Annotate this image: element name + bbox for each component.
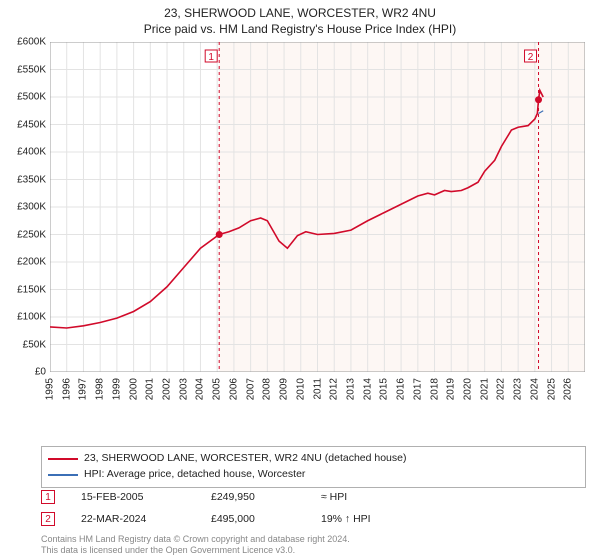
x-tick-label: 2022 [496,378,507,400]
x-tick-label: 2010 [295,378,306,400]
x-tick-label: 2007 [245,378,256,400]
legend-swatch [48,458,78,460]
x-tick-label: 2005 [212,378,223,400]
svg-text:2: 2 [528,52,534,63]
x-tick-label: 1997 [78,378,89,400]
x-tick-label: 2015 [379,378,390,400]
y-tick-label: £400K [0,147,46,158]
x-tick-label: 1995 [45,378,56,400]
footnote-line: This data is licensed under the Open Gov… [41,545,586,556]
sale-date: 22-MAR-2024 [81,513,211,525]
x-tick-label: 2023 [513,378,524,400]
x-tick-label: 2001 [145,378,156,400]
sale-marker-box: 2 [41,512,55,526]
x-tick-label: 1999 [111,378,122,400]
x-tick-label: 2004 [195,378,206,400]
y-tick-label: £500K [0,92,46,103]
svg-text:1: 1 [208,52,214,63]
x-tick-label: 2008 [262,378,273,400]
y-tick-label: £250K [0,229,46,240]
y-tick-label: £350K [0,174,46,185]
chart-title-block: 23, SHERWOOD LANE, WORCESTER, WR2 4NU Pr… [0,0,600,37]
x-tick-label: 2016 [396,378,407,400]
y-tick-label: £550K [0,64,46,75]
sale-row: 2 22-MAR-2024 £495,000 19% ↑ HPI [41,508,586,530]
x-tick-label: 1998 [95,378,106,400]
legend-item: 23, SHERWOOD LANE, WORCESTER, WR2 4NU (d… [48,451,579,467]
y-tick-label: £100K [0,312,46,323]
x-tick-label: 2003 [178,378,189,400]
sale-date: 15-FEB-2005 [81,491,211,503]
y-tick-label: £600K [0,37,46,48]
chart-svg: 12 [50,42,585,372]
sale-vs-hpi: ≈ HPI [321,491,431,503]
legend-item: HPI: Average price, detached house, Worc… [48,467,579,483]
sale-price: £249,950 [211,491,321,503]
x-tick-label: 2019 [446,378,457,400]
y-tick-label: £50K [0,339,46,350]
x-tick-label: 1996 [61,378,72,400]
x-tick-label: 2021 [479,378,490,400]
sales-table: 1 15-FEB-2005 £249,950 ≈ HPI 2 22-MAR-20… [41,486,586,530]
y-tick-label: £200K [0,257,46,268]
x-tick-label: 2011 [312,378,323,400]
x-tick-label: 2000 [128,378,139,400]
legend-swatch [48,474,78,476]
sale-row: 1 15-FEB-2005 £249,950 ≈ HPI [41,486,586,508]
x-tick-label: 2002 [162,378,173,400]
x-tick-label: 2006 [228,378,239,400]
x-tick-label: 2024 [529,378,540,400]
chart-container: £0 £50K £100K £150K £200K £250K £300K £350K £400… [0,42,600,412]
legend-label: 23, SHERWOOD LANE, WORCESTER, WR2 4NU (d… [84,451,407,467]
chart-title-address: 23, SHERWOOD LANE, WORCESTER, WR2 4NU [0,6,600,22]
sale-vs-hpi: 19% ↑ HPI [321,513,431,525]
legend-label: HPI: Average price, detached house, Worc… [84,467,305,483]
x-tick-label: 2026 [563,378,574,400]
x-tick-label: 2014 [362,378,373,400]
footnote-line: Contains HM Land Registry data © Crown c… [41,534,586,545]
sale-marker-box: 1 [41,490,55,504]
y-tick-label: £300K [0,202,46,213]
footnote: Contains HM Land Registry data © Crown c… [41,534,586,557]
legend: 23, SHERWOOD LANE, WORCESTER, WR2 4NU (d… [41,446,586,488]
x-tick-label: 2009 [279,378,290,400]
x-tick-label: 2018 [429,378,440,400]
x-tick-label: 2012 [329,378,340,400]
y-tick-label: £0 [0,367,46,378]
y-tick-label: £450K [0,119,46,130]
x-tick-label: 2020 [462,378,473,400]
chart-title-subtitle: Price paid vs. HM Land Registry's House … [0,22,600,38]
x-tick-label: 2013 [345,378,356,400]
plot-area: 12 [50,42,585,372]
x-tick-label: 2025 [546,378,557,400]
x-tick-label: 2017 [412,378,423,400]
sale-price: £495,000 [211,513,321,525]
y-tick-label: £150K [0,284,46,295]
